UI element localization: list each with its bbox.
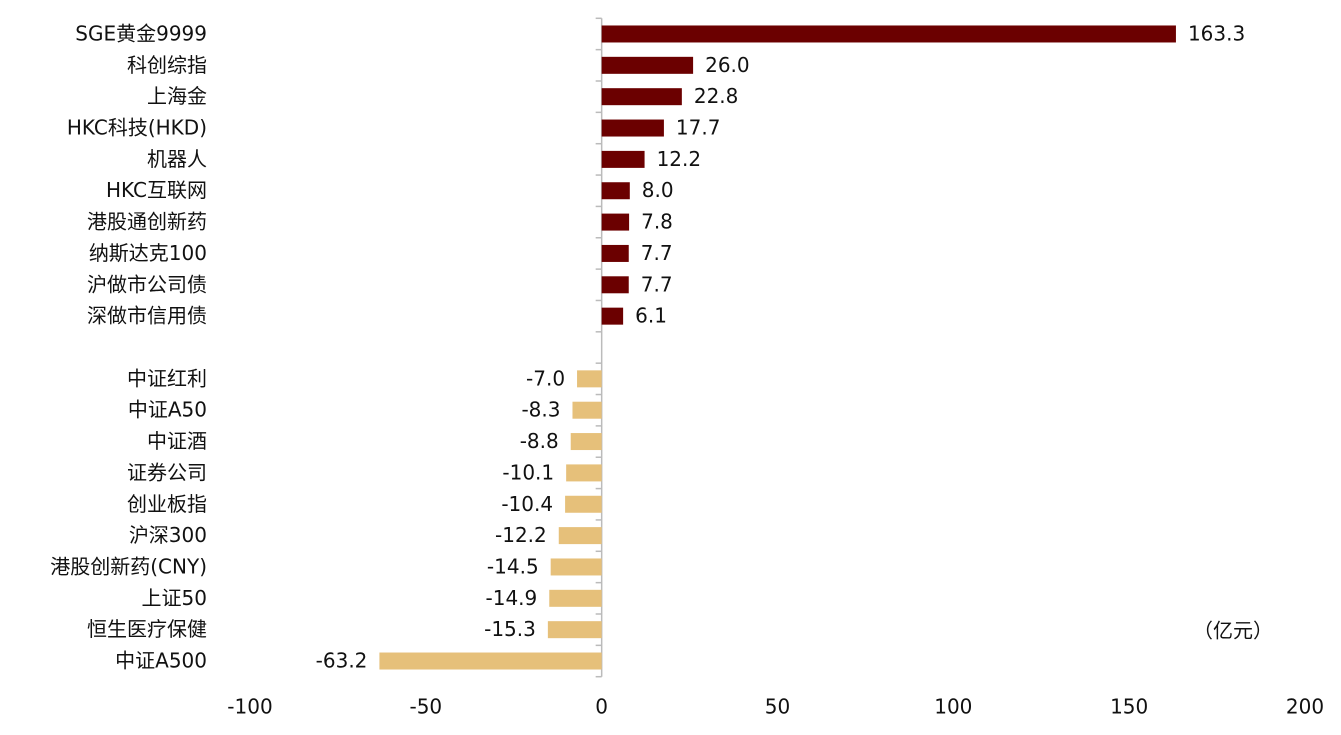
value-label: -7.0 xyxy=(526,366,565,390)
bar xyxy=(601,56,694,74)
category-label: 机器人 xyxy=(147,147,207,171)
category-label: 沪做市公司债 xyxy=(87,272,207,296)
bar xyxy=(566,464,602,482)
category-label: 沪深300 xyxy=(129,523,207,547)
category-label: 中证红利 xyxy=(127,366,207,390)
category-label: 创业板指 xyxy=(127,492,207,516)
x-tick-label: 50 xyxy=(765,695,790,719)
category-label: 上海金 xyxy=(147,84,207,108)
value-label: 7.7 xyxy=(641,241,673,265)
category-label: 科创综指 xyxy=(127,53,207,77)
value-label: -8.8 xyxy=(520,429,559,453)
bar xyxy=(601,182,630,200)
bar xyxy=(601,119,664,137)
value-label: -10.1 xyxy=(502,460,554,484)
x-tick-label: -100 xyxy=(227,695,272,719)
value-label: 17.7 xyxy=(676,116,721,140)
category-label: 纳斯达克100 xyxy=(89,241,207,265)
value-label: 7.8 xyxy=(641,210,673,234)
category-label: 中证A500 xyxy=(115,649,207,673)
category-label: 中证A50 xyxy=(128,398,207,422)
bar xyxy=(601,25,1176,43)
bar xyxy=(565,495,602,513)
value-label: -10.4 xyxy=(501,492,553,516)
value-label: 163.3 xyxy=(1188,21,1245,45)
bar xyxy=(601,307,624,325)
bar xyxy=(601,150,645,168)
bar xyxy=(570,433,602,451)
bar xyxy=(601,88,682,106)
category-label: 港股创新药(CNY) xyxy=(50,554,207,578)
category-label: 恒生医疗保健 xyxy=(87,617,207,641)
category-label: HKC科技(HKD) xyxy=(67,116,207,140)
value-label: -14.9 xyxy=(486,586,538,610)
category-label: 深做市信用债 xyxy=(87,304,207,328)
value-label: 8.0 xyxy=(642,178,674,202)
bar xyxy=(558,527,602,545)
value-label: 26.0 xyxy=(705,53,750,77)
category-label: HKC互联网 xyxy=(106,178,207,202)
bar xyxy=(379,652,602,670)
x-tick-label: 100 xyxy=(934,695,972,719)
x-tick-label: 0 xyxy=(595,695,608,719)
bar xyxy=(601,244,629,262)
category-label: 上证50 xyxy=(142,586,207,610)
bar xyxy=(572,401,602,419)
value-label: 6.1 xyxy=(635,304,667,328)
value-label: -63.2 xyxy=(316,649,368,673)
category-label: 港股通创新药 xyxy=(87,210,207,234)
bar xyxy=(549,589,602,607)
bar xyxy=(601,213,630,231)
unit-note: （亿元） xyxy=(1193,619,1273,643)
value-label: -14.5 xyxy=(487,554,539,578)
category-label: 中证酒 xyxy=(147,429,207,453)
x-tick-label: 150 xyxy=(1110,695,1148,719)
x-tick-label: 200 xyxy=(1286,695,1324,719)
category-label: SGE黄金9999 xyxy=(75,21,207,45)
value-label: -15.3 xyxy=(484,617,536,641)
value-label: 7.7 xyxy=(641,272,673,296)
x-tick-label: -50 xyxy=(409,695,442,719)
bar xyxy=(601,276,629,294)
bar xyxy=(550,558,602,576)
value-label: 12.2 xyxy=(657,147,702,171)
bar xyxy=(577,370,602,388)
bar xyxy=(547,621,602,639)
category-label: 证券公司 xyxy=(127,460,207,484)
value-label: -8.3 xyxy=(521,398,560,422)
value-label: -12.2 xyxy=(495,523,547,547)
value-label: 22.8 xyxy=(694,84,739,108)
